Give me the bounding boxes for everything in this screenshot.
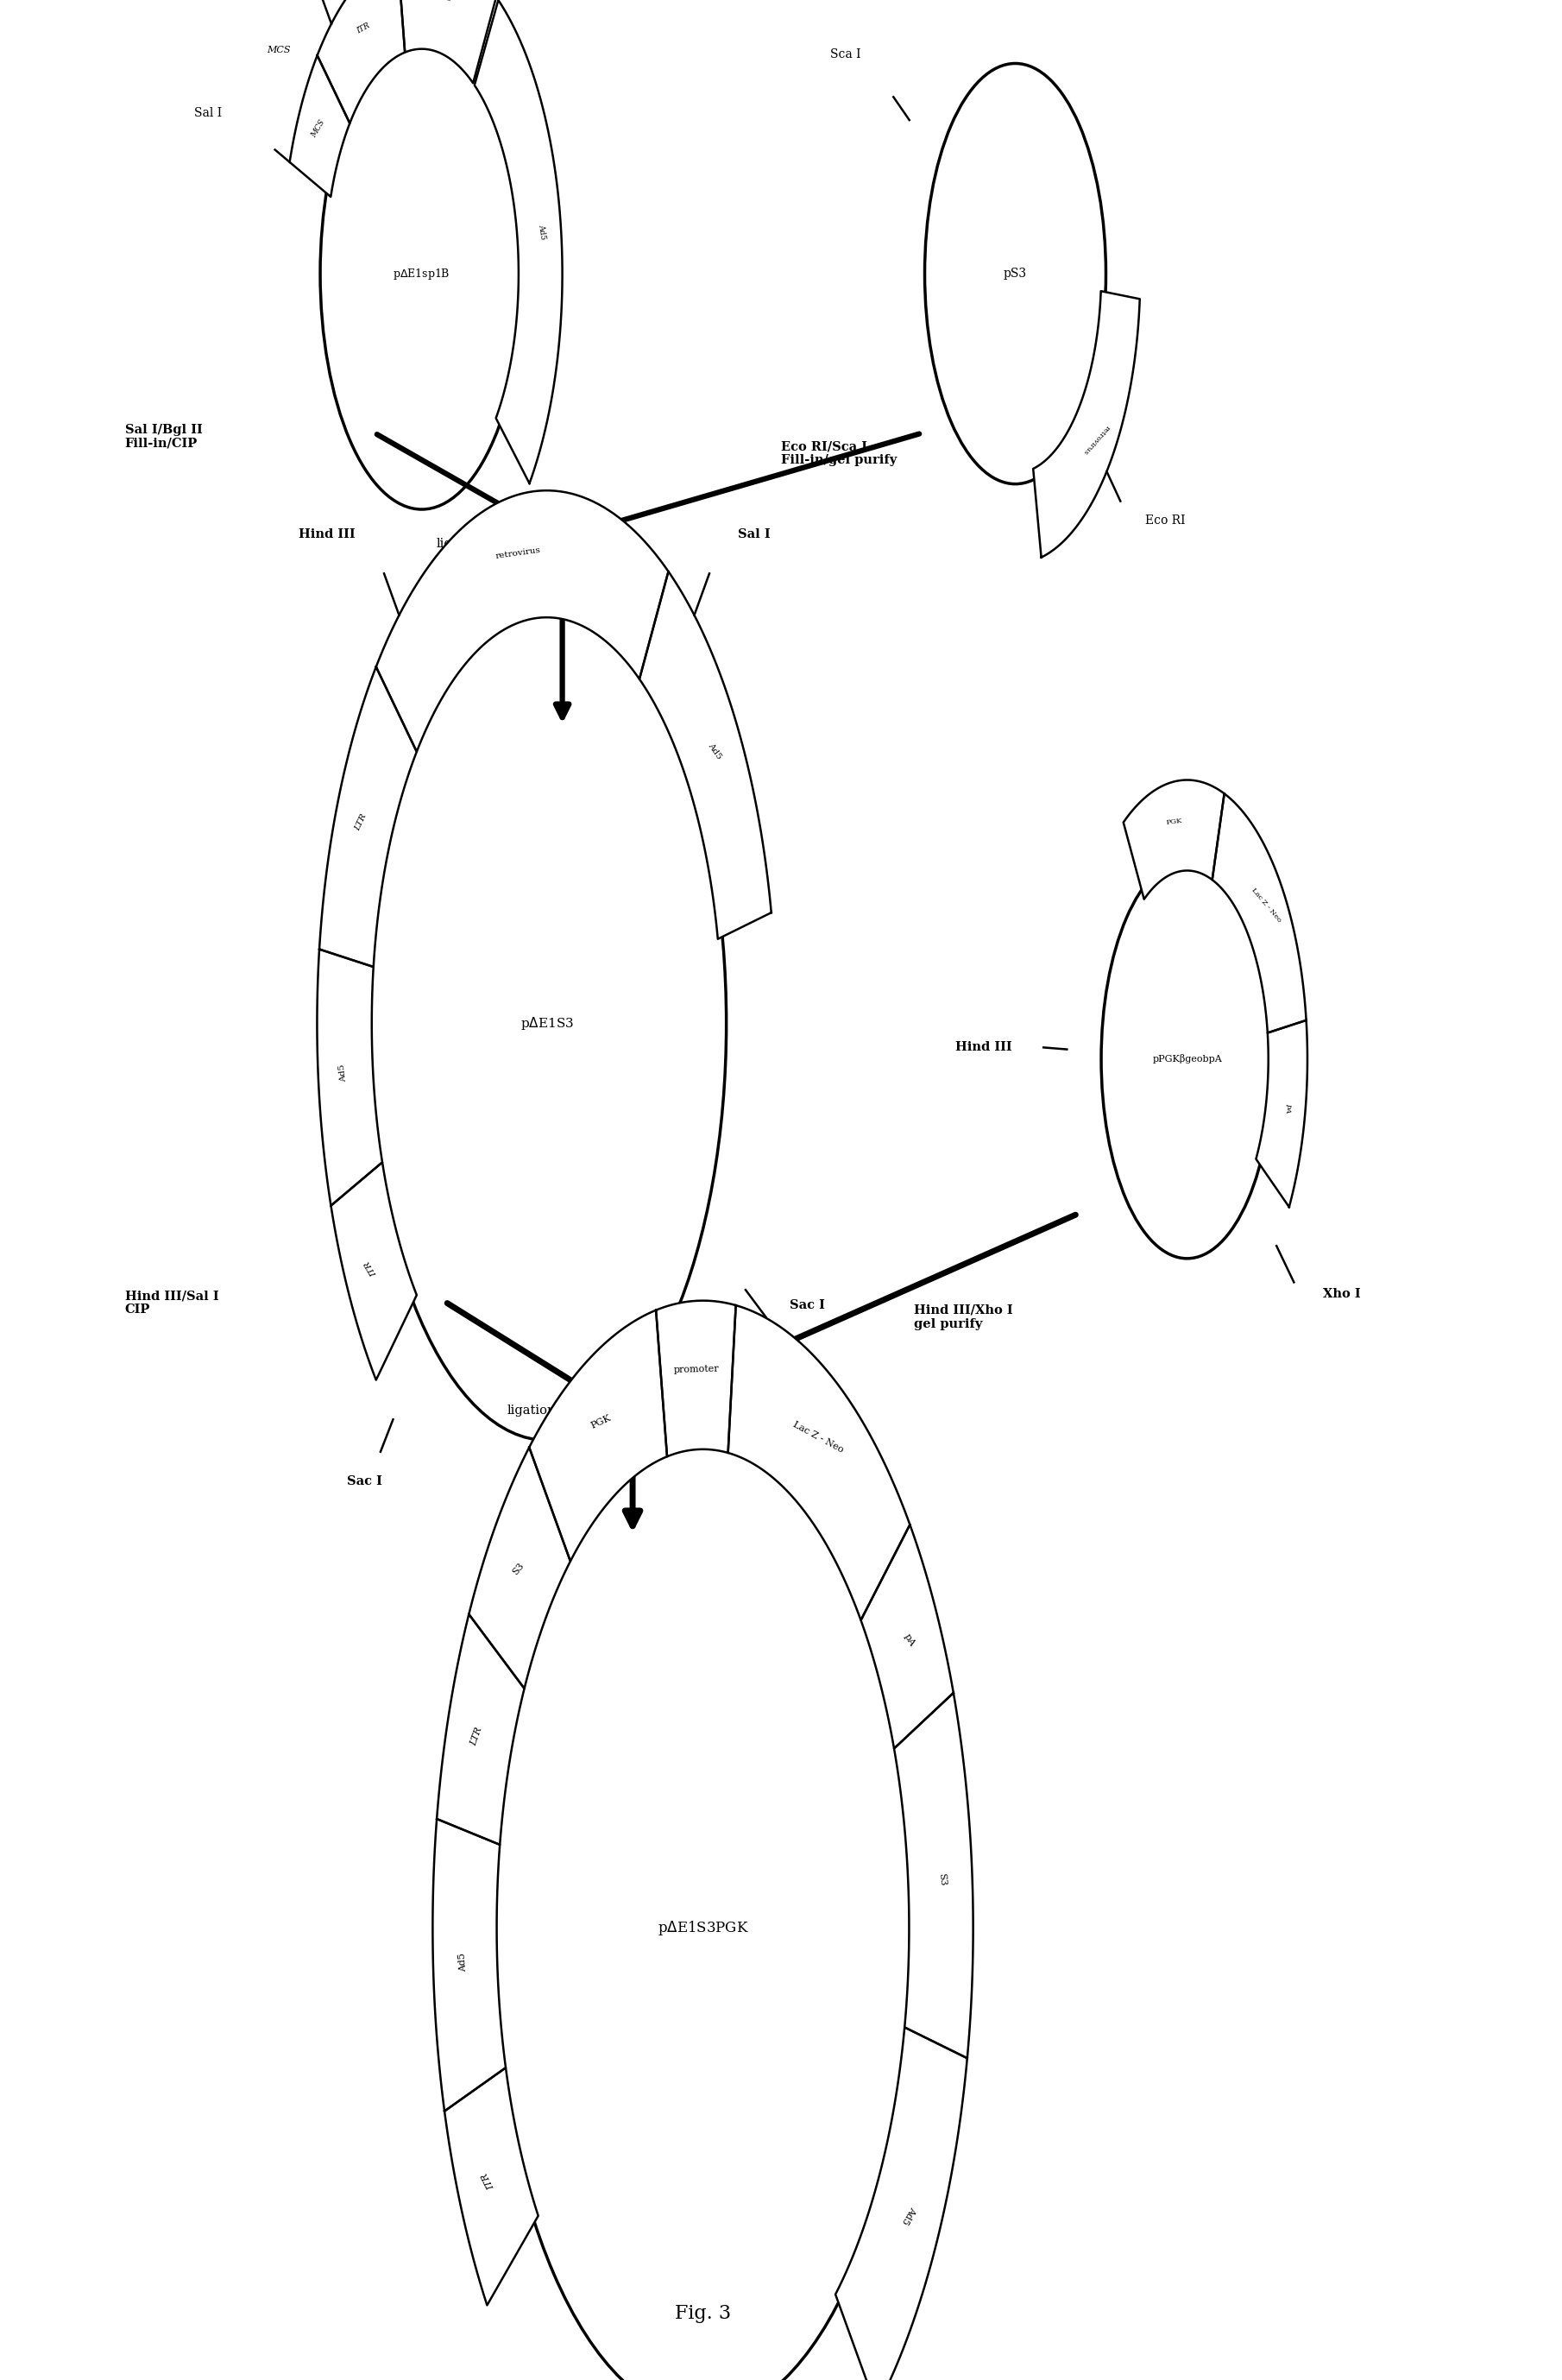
Text: PGK: PGK: [1167, 816, 1182, 826]
Polygon shape: [289, 55, 350, 198]
Text: ITR: ITR: [355, 21, 372, 36]
Text: Ad5: Ad5: [339, 1064, 348, 1083]
Text: Ad5: Ad5: [706, 743, 723, 762]
Text: pA: pA: [1284, 1104, 1292, 1114]
Polygon shape: [656, 1299, 736, 1457]
Text: p$\Delta$E1S3: p$\Delta$E1S3: [520, 1016, 573, 1031]
Text: Sca I: Sca I: [829, 48, 861, 60]
Text: MCS: MCS: [267, 45, 291, 55]
Polygon shape: [1032, 290, 1140, 557]
Text: ligation: ligation: [436, 538, 486, 550]
Text: Fig. 3: Fig. 3: [675, 2304, 731, 2323]
Text: ITR: ITR: [481, 2171, 497, 2192]
Text: Ad5: Ad5: [458, 1952, 467, 1971]
Text: ligation: ligation: [506, 1404, 556, 1416]
Text: Hind III/Xho I
gel purify: Hind III/Xho I gel purify: [914, 1304, 1012, 1330]
Text: Lac Z - Neo: Lac Z - Neo: [790, 1421, 845, 1454]
Text: PGK: PGK: [590, 1414, 612, 1430]
Text: Hind III/Sal I
CIP: Hind III/Sal I CIP: [125, 1290, 219, 1316]
Polygon shape: [397, 0, 497, 83]
Polygon shape: [437, 1614, 525, 1845]
Text: ITR: ITR: [364, 1259, 380, 1278]
Text: Xho I: Xho I: [1323, 1288, 1361, 1299]
Text: Sac I: Sac I: [789, 1299, 825, 1311]
Polygon shape: [1212, 793, 1306, 1033]
Text: Hind III: Hind III: [298, 528, 356, 540]
Polygon shape: [319, 666, 417, 966]
Polygon shape: [445, 2068, 539, 2306]
Text: Ad5: Ad5: [536, 224, 547, 240]
Text: Eco RI: Eco RI: [1145, 514, 1186, 526]
Text: Lac Z - Neo: Lac Z - Neo: [1250, 888, 1282, 923]
Polygon shape: [317, 950, 383, 1207]
Polygon shape: [861, 1526, 953, 1749]
Text: MCS: MCS: [309, 119, 326, 140]
Text: pS3: pS3: [1004, 267, 1026, 281]
Text: Hind III: Hind III: [956, 1040, 1012, 1052]
Text: LTR: LTR: [355, 814, 369, 833]
Text: Sal I/Bgl II
Fill-in/CIP: Sal I/Bgl II Fill-in/CIP: [125, 424, 203, 450]
Polygon shape: [475, 0, 562, 483]
Text: p$\Delta$E1S3PGK: p$\Delta$E1S3PGK: [658, 1918, 748, 1937]
Text: retrovirus: retrovirus: [1081, 424, 1111, 455]
Polygon shape: [530, 1309, 667, 1561]
Text: Ad5: Ad5: [900, 2204, 918, 2225]
Polygon shape: [331, 1161, 417, 1380]
Polygon shape: [376, 490, 669, 752]
Text: Sac I: Sac I: [347, 1476, 383, 1488]
Text: retrovirus: retrovirus: [495, 545, 542, 559]
Polygon shape: [728, 1304, 911, 1621]
Text: Sal I: Sal I: [737, 528, 770, 540]
Polygon shape: [433, 1818, 506, 2111]
Polygon shape: [317, 0, 405, 124]
Polygon shape: [1256, 1021, 1307, 1207]
Text: pPGKβgeobpA: pPGKβgeobpA: [1153, 1054, 1221, 1064]
Polygon shape: [836, 2028, 967, 2380]
Text: pA: pA: [901, 1633, 917, 1647]
Polygon shape: [639, 571, 772, 940]
Text: Eco RI/Sca I
Fill-in/gel purify: Eco RI/Sca I Fill-in/gel purify: [781, 440, 897, 466]
Text: LTR: LTR: [470, 1726, 484, 1747]
Polygon shape: [469, 1447, 570, 1687]
Text: Sal I: Sal I: [194, 107, 222, 119]
Text: S3: S3: [511, 1561, 526, 1576]
Polygon shape: [1123, 781, 1225, 900]
Text: p$\Delta$E1sp1B: p$\Delta$E1sp1B: [394, 267, 450, 281]
Text: S3: S3: [937, 1873, 948, 1885]
Polygon shape: [893, 1692, 973, 2059]
Text: Δd5: Δd5: [436, 0, 453, 2]
Text: promoter: promoter: [673, 1364, 720, 1376]
